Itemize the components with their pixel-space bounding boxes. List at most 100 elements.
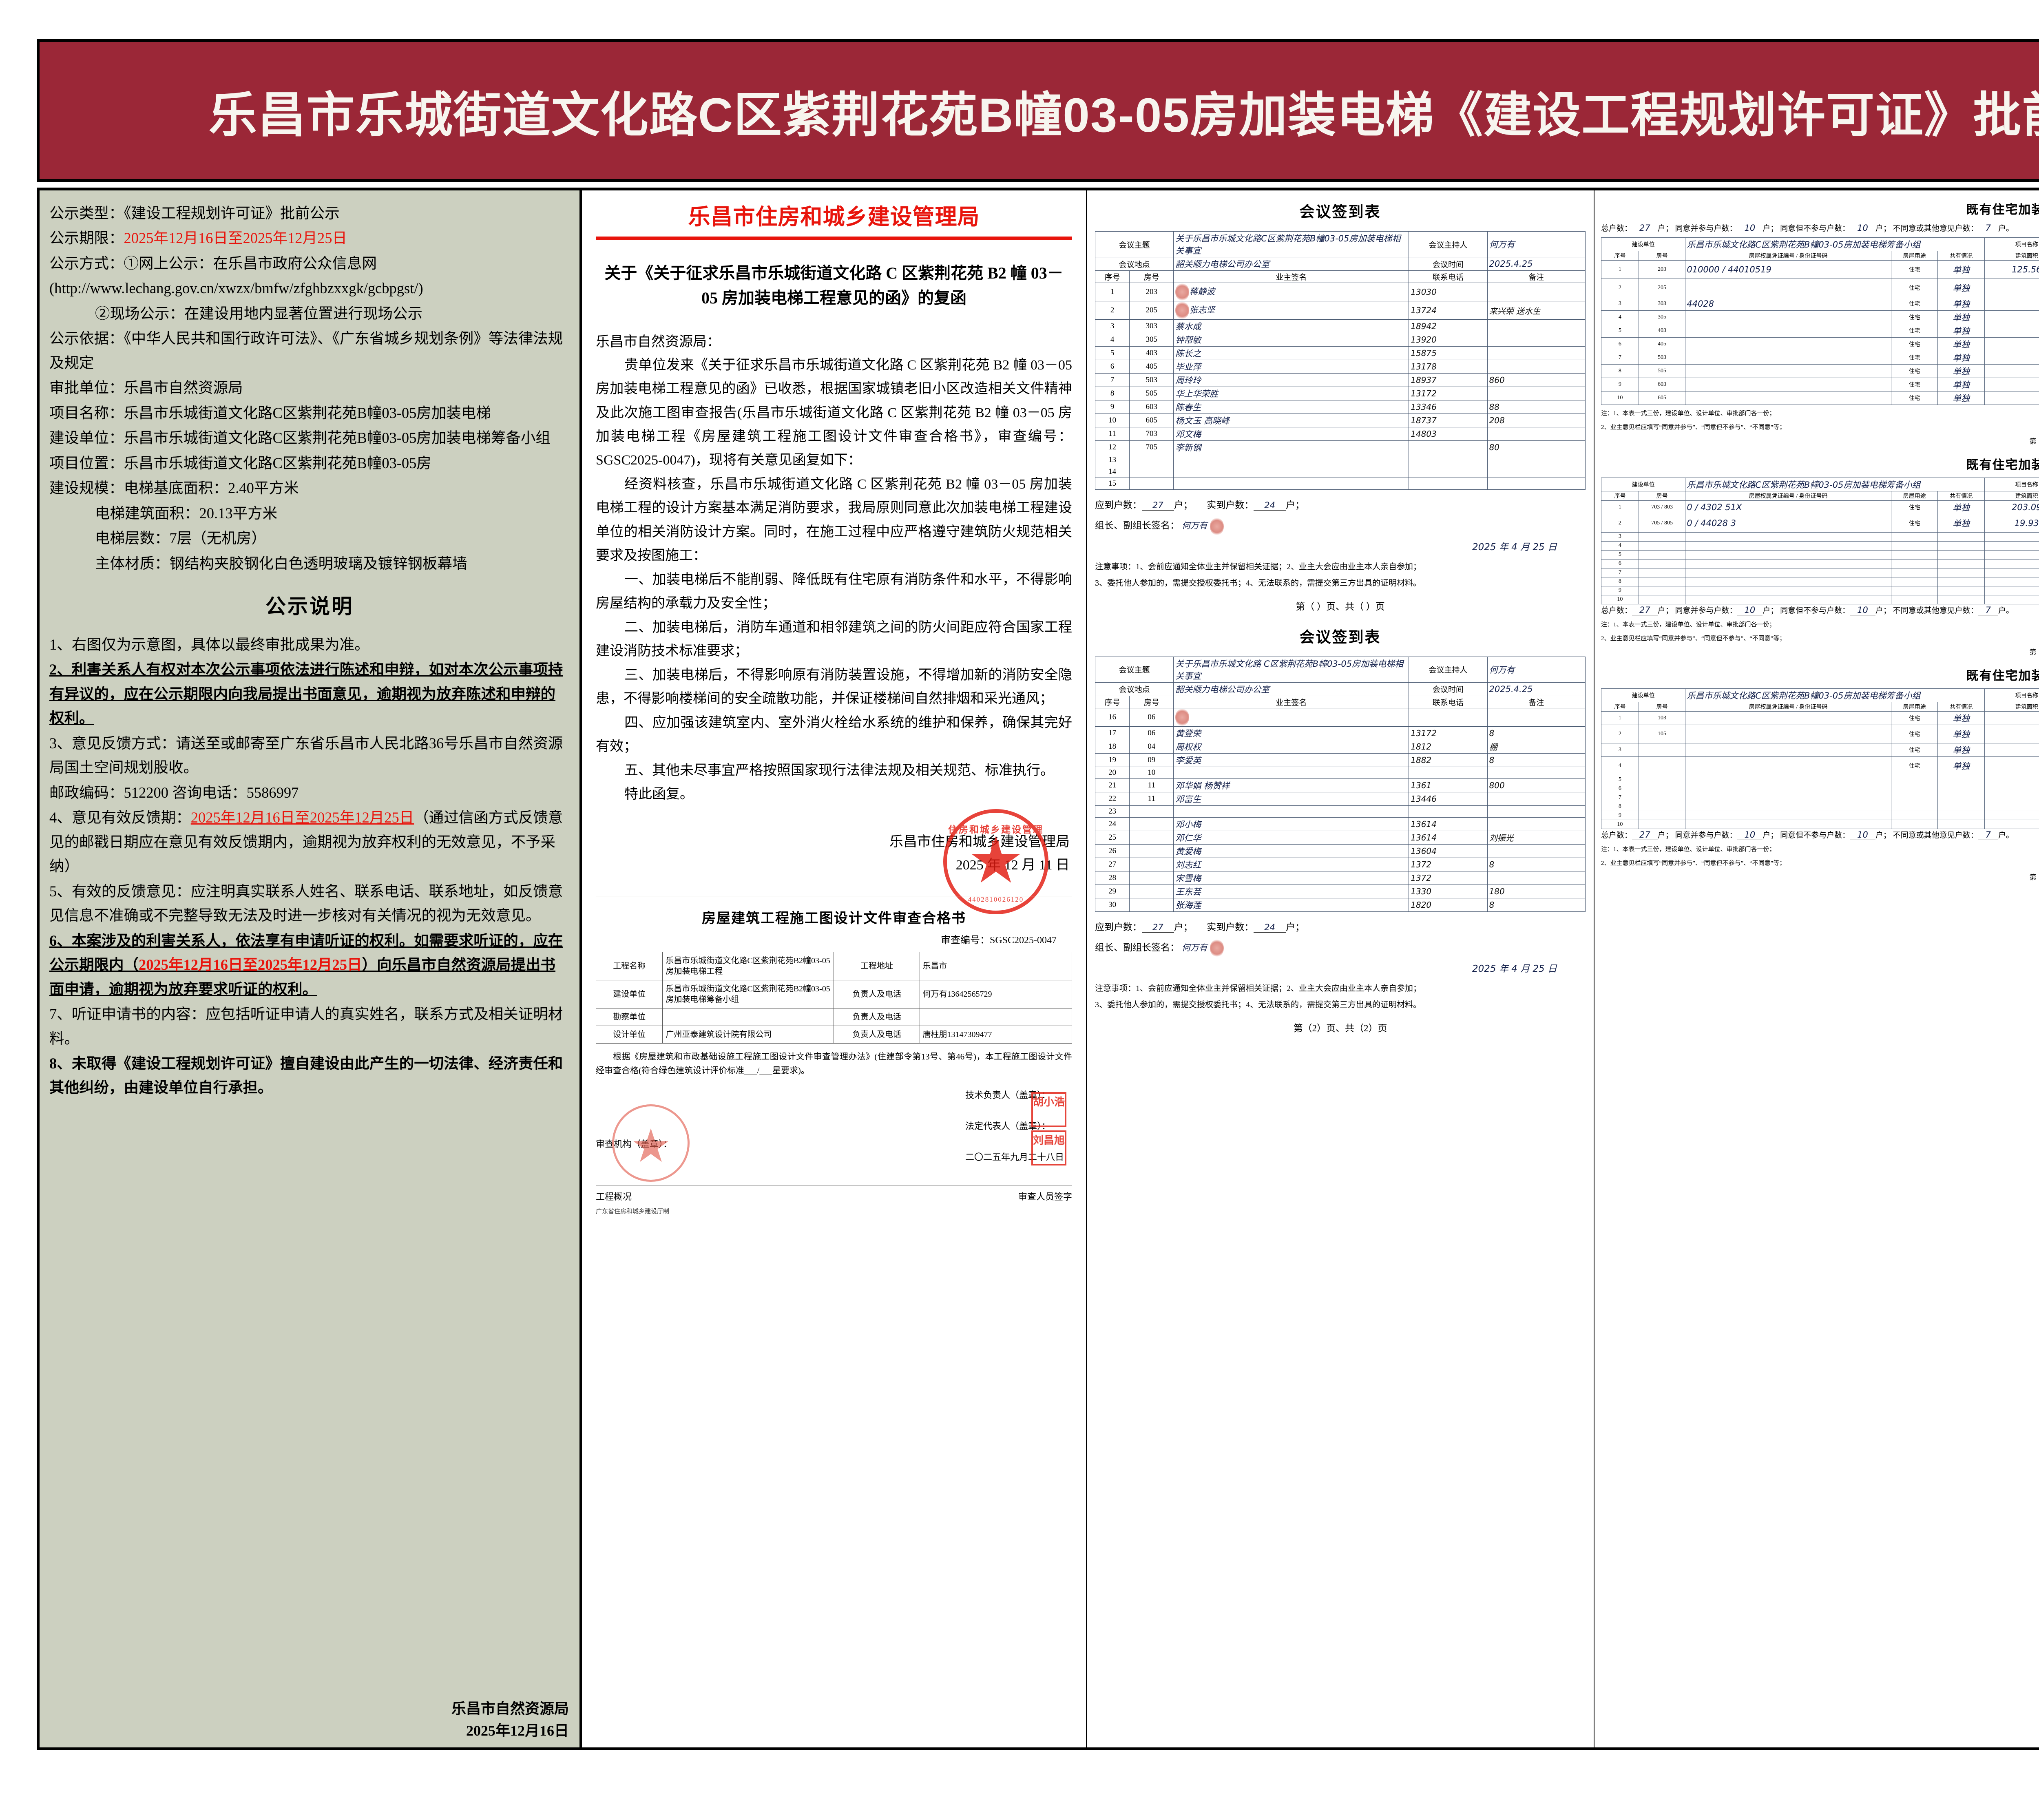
notice-scale: 建设规模：电梯基底面积：2.40平方米 — [49, 480, 299, 497]
letter-para-2: 经资料核查，乐昌市乐城街道文化路 C 区紫荆花苑 B2 幢 03－05 房加装电… — [596, 476, 1072, 564]
notice-explain-heading: 公示说明 — [265, 595, 354, 618]
sum1-total-label: 总户数： — [1601, 224, 1632, 233]
summary-3-table: 建设单位 乐昌市乐城文化路C区紫荆花苑B幢03-05房加装电梯筹备小组 项目名称… — [1601, 688, 2039, 829]
cert-row-1-value: 乐昌市乐城街道文化路C区紫荆花苑B2幢03-05房加装电梯筹备小组 — [662, 980, 834, 1009]
s1-r6-name: 周玲玲 — [1173, 373, 1409, 387]
summary-3-title: 既有住宅加装电梯业主意见汇总表 — [1966, 669, 2039, 683]
s2-r6-no: 22 — [1095, 792, 1130, 806]
sum1-r8-use: 住宅 — [1891, 378, 1938, 391]
s2-date: 2025 年 4 月 25 日 — [1472, 964, 1557, 975]
s1-r14-no: 15 — [1095, 478, 1130, 490]
reply-letter-panel: 乐昌市住房和城乡建设管理局 关于《关于征求乐昌市乐城街道文化路 C 区紫荆花苑 … — [582, 190, 1087, 1747]
s1-host-label: 会议主持人 — [1409, 231, 1488, 257]
notice-method: 公示方式：①网上公示：在乐昌市政府公众信息网 — [49, 254, 377, 272]
sum3-u3: 户 — [1875, 831, 1883, 840]
sum1-total: 27 — [1632, 223, 1658, 233]
table-row: 建设单位 乐昌市乐城文化路C区紫荆花苑B幢03-05房加装电梯筹备小组 项目名称… — [1601, 237, 2039, 251]
s2-r9-remark: 刘振光 — [1487, 830, 1586, 845]
notice-scale-2: 电梯建筑面积：20.13平方米 — [95, 504, 278, 522]
letter-item-1: 一、加装电梯后不能削弱、降低既有住宅原有消防条件和水平，不得影响房屋结构的承载力… — [596, 572, 1072, 611]
table-row: 8 505 华上华荣胜 13172 — [1095, 387, 1586, 400]
s2-r10-remark — [1487, 844, 1586, 858]
table-row: 6 — [1601, 559, 2039, 568]
sum2-r0-cert: 0 / 4302 51X — [1685, 500, 1891, 514]
s2-r3-name: 李爱英 — [1173, 753, 1409, 767]
s1-r6-remark: 860 — [1487, 373, 1586, 387]
table-header-row: 序号 房号 业主签名 联系电话 备注 — [1095, 695, 1586, 708]
notice-item-6: 6、本案涉及的利害关系人，依法享有申请听证的权利。如需要求听证的，应在公示期限内… — [49, 929, 570, 1001]
notice-approver: 审批单位：乐昌市自然资源局 — [49, 379, 243, 396]
table-row: 建设单位 乐昌市乐城文化路C区紫荆花苑B幢03-05房加装电梯筹备小组 项目名称… — [1601, 688, 2039, 702]
s1-actual-label: 实到户数： — [1207, 500, 1254, 510]
sum1-r2-area — [1984, 297, 2039, 311]
sum1-r2-use: 住宅 — [1891, 297, 1938, 311]
s1-r0-name: 蒋静波 — [1173, 283, 1409, 301]
s2-r14-name: 张海莲 — [1173, 898, 1409, 912]
s1-actual-value: 24 — [1254, 500, 1286, 511]
s1-r11-no: 12 — [1095, 440, 1130, 454]
letterhead-rule — [596, 237, 1072, 240]
s1-r6-no: 7 — [1095, 373, 1130, 387]
sum1-r7-room: 505 — [1638, 364, 1686, 378]
letter-recipient: 乐昌市自然资源局： — [596, 334, 721, 349]
table-row: 工程名称 乐昌市乐城街道文化路C区紫荆花苑B2幢03-05房加装电梯工程 工程地… — [595, 952, 1073, 981]
s1-col-4: 备注 — [1487, 270, 1586, 283]
s1-date: 2025 年 4 月 25 日 — [1472, 542, 1557, 553]
sum3-r0-room: 103 — [1638, 711, 1686, 725]
sum3-r0-area — [1984, 711, 2039, 725]
fingerprint-icon — [1175, 302, 1190, 319]
s1-r9-name: 杨文玉 高晓峰 — [1173, 414, 1409, 427]
s1-r11-phone — [1409, 440, 1488, 454]
s2-r5-remark: 800 — [1487, 778, 1586, 792]
sum2-c4: 共有情况 — [1937, 491, 1985, 501]
table-row: 21 11 邓华娟 杨赞祥 1361 800 — [1095, 778, 1586, 792]
sum1-r1-no: 2 — [1601, 279, 1639, 297]
signin-sheet-1-table: 会议主题 关于乐昌市乐城文化路C区紫荆花苑B幢03-05房加装电梯相关事宜 会议… — [1095, 231, 1586, 490]
s1-r12-no: 13 — [1095, 454, 1130, 466]
sum2-aj: 10 — [1737, 605, 1763, 615]
notice-item-6-head: 6、本案涉及的利害关系人，依法享有申请听证的权利。如需要求听证的，应在公示期限内… — [49, 932, 563, 973]
table-row: 10605住宅单独同意参与高晓峰 — [1601, 391, 2039, 405]
s2-time-label: 会议时间 — [1409, 682, 1488, 696]
s2-col-3: 联系电话 — [1409, 695, 1488, 708]
sum1-u3: 户 — [1875, 224, 1883, 233]
certificate-number-label: 审查编号： — [940, 935, 990, 946]
notice-item-4-tail: （通过信函方式反馈意见的邮戳日期应在意见有效反馈期内，逾期视为放弃权利的无效意见… — [49, 809, 563, 875]
sum1-r6-area — [1984, 351, 2039, 365]
s2-r3-no: 19 — [1095, 753, 1130, 767]
letterhead-title: 乐昌市住房和城乡建设管理局 — [688, 205, 980, 229]
s2-r13-phone: 1330 — [1409, 884, 1488, 898]
sum3-r0-no: 1 — [1601, 711, 1639, 725]
s1-notes-2: 3、委托他人参加的，需提交授权委托书；4、无法联系的，需提交第三方出具的证明材料… — [1095, 578, 1421, 588]
table-row: 13 — [1095, 454, 1586, 466]
signin-sheet-2-leader: 组长、副组长签名： 何万有 — [1095, 940, 1586, 957]
s2-r6-remark — [1487, 792, 1586, 806]
sum1-aj-label: 同意并参与户数： — [1675, 224, 1737, 233]
sum1-r5-room: 405 — [1638, 337, 1686, 351]
certificate-sign-right: 技术负责人（盖章）： 法定代表人（盖章）： 二〇二五年九月二十八日 — [965, 1088, 1072, 1181]
s2-place-label: 会议地点 — [1095, 682, 1174, 696]
sum1-r5-cert — [1685, 337, 1891, 351]
sum1-r1-cert — [1685, 279, 1891, 297]
s2-r13-remark: 180 — [1487, 884, 1586, 898]
sum1-r9-room: 605 — [1638, 391, 1686, 405]
letter-item-4: 四、应加强该建筑室内、室外消火栓给水系统的维护和保养，确保其完好有效； — [596, 715, 1072, 754]
s1-r8-no: 9 — [1095, 400, 1130, 414]
s1-r0-name-text: 蒋静波 — [1189, 287, 1215, 296]
s1-r5-name: 毕业萍 — [1173, 360, 1409, 374]
notice-footer-date: 2025年12月16日 — [466, 1723, 569, 1739]
summary-1-title: 既有住宅加装电梯业主意见汇总表 — [1966, 203, 2039, 217]
sum2-c0: 序号 — [1601, 491, 1639, 501]
sum1-r8-no: 9 — [1601, 378, 1639, 391]
s2-r11-remark: 8 — [1487, 857, 1586, 871]
s1-time-label: 会议时间 — [1409, 257, 1488, 271]
sum2-u1: 户 — [1657, 606, 1665, 615]
sum3-r3-no: 4 — [1601, 756, 1639, 775]
s1-r4-name: 陈长之 — [1173, 346, 1409, 360]
sum2-an-label: 同意但不参与户数： — [1780, 606, 1850, 615]
notice-project-name: 项目名称：乐昌市乐城街道文化路C区紫荆花苑B幢03-05房加装电梯 — [49, 404, 491, 421]
s2-r8-no: 24 — [1095, 817, 1130, 831]
fingerprint-icon — [1210, 940, 1224, 957]
s1-r9-no: 10 — [1095, 414, 1130, 427]
table-row: 5 403 陈长之 15875 — [1095, 346, 1586, 360]
